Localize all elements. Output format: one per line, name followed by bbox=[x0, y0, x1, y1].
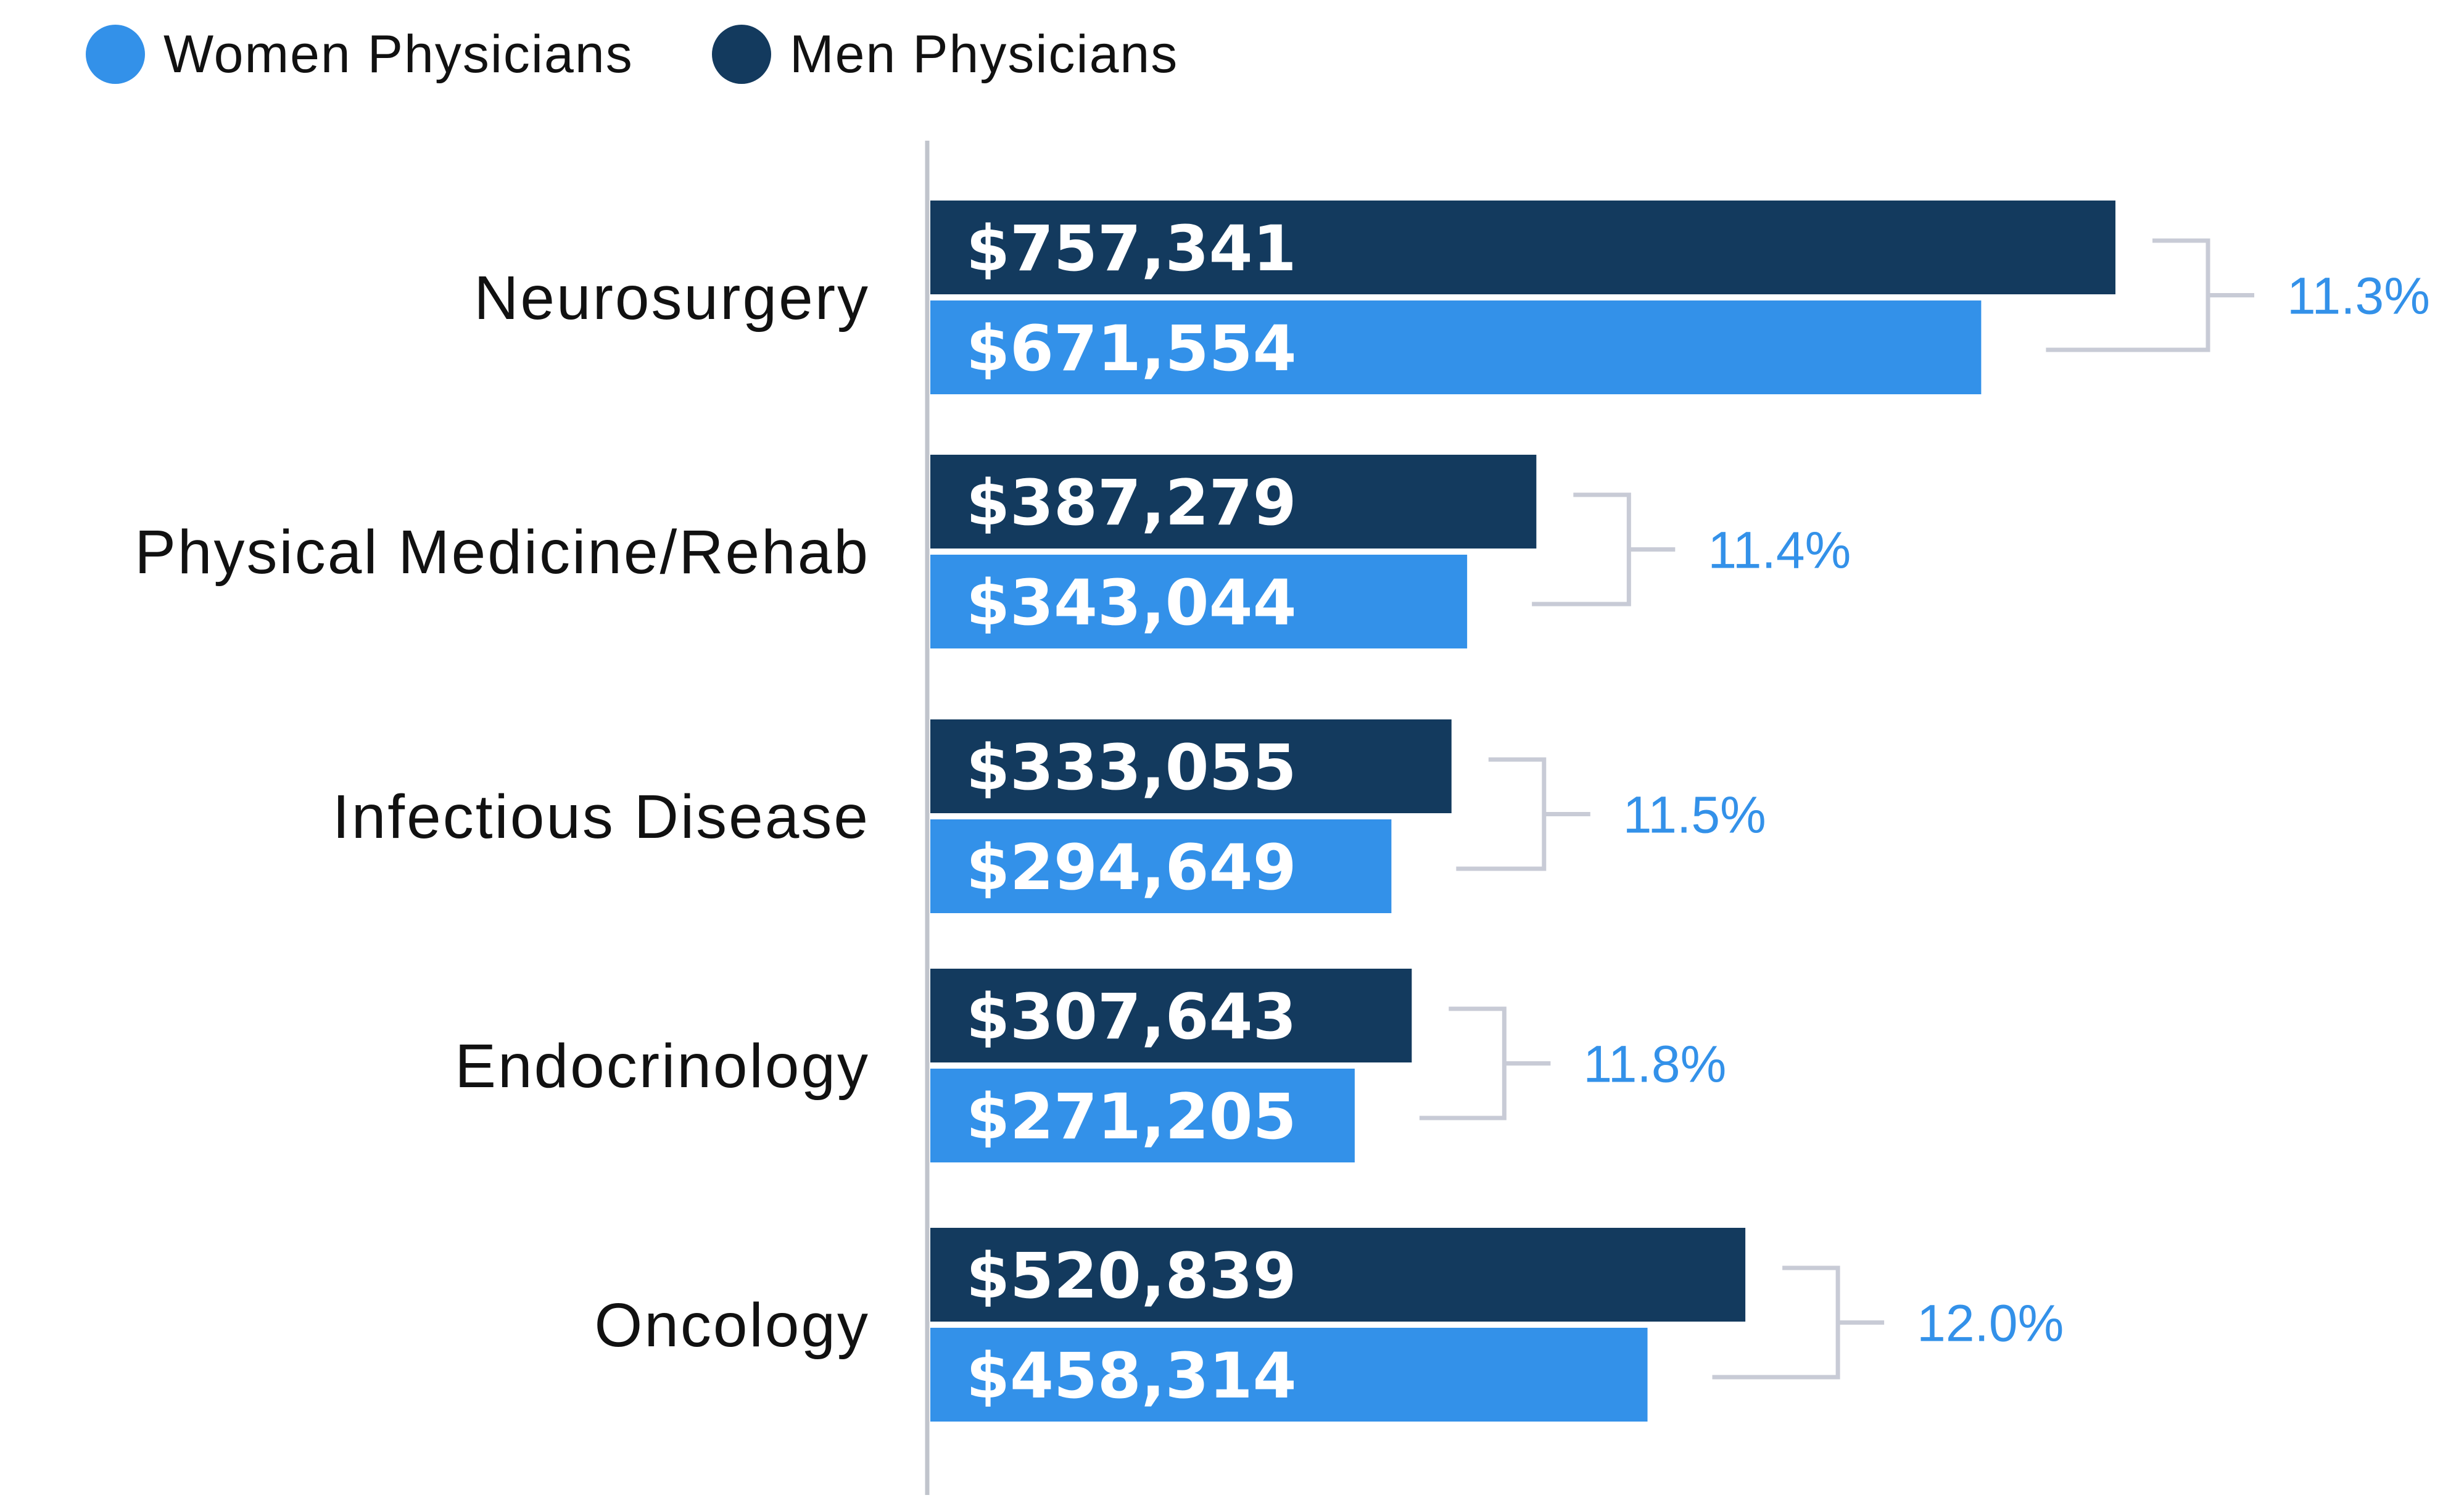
bar-men bbox=[930, 455, 1537, 549]
bar-label-women: $458,314 bbox=[966, 1339, 1297, 1413]
bar-women bbox=[930, 555, 1468, 648]
gap-bracket bbox=[1419, 1006, 1551, 1120]
gap-percent-label: 12.0% bbox=[1917, 1294, 2064, 1352]
bar-men bbox=[930, 1228, 1746, 1322]
category-group: Neurosurgery $757,341 $671,554 11.3% bbox=[474, 201, 2430, 394]
gap-percent-label: 11.4% bbox=[1708, 521, 1851, 579]
category-label: Endocrinology bbox=[455, 1032, 870, 1101]
legend-men-label: Men Physicians bbox=[790, 25, 1178, 84]
bar-label-men: $307,643 bbox=[966, 980, 1297, 1054]
bar-women bbox=[930, 300, 1982, 394]
legend-men-marker bbox=[712, 25, 771, 84]
legend-women-label: Women Physicians bbox=[163, 25, 634, 84]
category-label: Neurosurgery bbox=[474, 263, 870, 333]
legend: Women Physicians Men Physicians bbox=[86, 25, 1178, 84]
bar-men bbox=[930, 201, 2115, 294]
bar-label-men: $520,839 bbox=[966, 1240, 1297, 1313]
bar-label-men: $387,279 bbox=[966, 466, 1297, 540]
gap-percent-label: 11.5% bbox=[1623, 786, 1766, 844]
bar-label-women: $271,205 bbox=[966, 1080, 1297, 1154]
category-label: Physical Medicine/Rehab bbox=[134, 518, 870, 587]
gap-bracket bbox=[2046, 238, 2254, 352]
category-group: Oncology $520,839 $458,314 12.0% bbox=[595, 1228, 2064, 1422]
bar-label-men: $757,341 bbox=[966, 212, 1297, 286]
bar-label-women: $294,649 bbox=[966, 831, 1297, 905]
bar-men bbox=[930, 719, 1452, 813]
bars-layer: Neurosurgery $757,341 $671,554 11.3% Physica… bbox=[134, 201, 2430, 1422]
bar-women bbox=[930, 1069, 1355, 1162]
category-group: Endocrinology $307,643 $271,205 11.8% bbox=[455, 969, 1726, 1162]
bar-label-women: $671,554 bbox=[966, 312, 1297, 386]
gap-bracket bbox=[1712, 1265, 1885, 1380]
category-group: Physical Medicine/Rehab $387,279 $343,044 1… bbox=[134, 455, 1851, 648]
gap-percent-label: 11.3% bbox=[2287, 267, 2430, 325]
gap-percent-label: 11.8% bbox=[1583, 1035, 1726, 1093]
category-label: Infectious Disease bbox=[333, 782, 870, 851]
bar-women bbox=[930, 1328, 1648, 1422]
category-label: Oncology bbox=[595, 1291, 870, 1360]
bar-men bbox=[930, 969, 1412, 1062]
bar-label-men: $333,055 bbox=[966, 731, 1297, 805]
legend-women-marker bbox=[86, 25, 145, 84]
gap-bracket bbox=[1456, 757, 1590, 871]
bar-label-women: $343,044 bbox=[966, 566, 1297, 640]
bar-women bbox=[930, 819, 1392, 913]
gap-bracket bbox=[1532, 492, 1676, 607]
category-group: Infectious Disease $333,055 $294,649 11.5% bbox=[333, 719, 1766, 913]
